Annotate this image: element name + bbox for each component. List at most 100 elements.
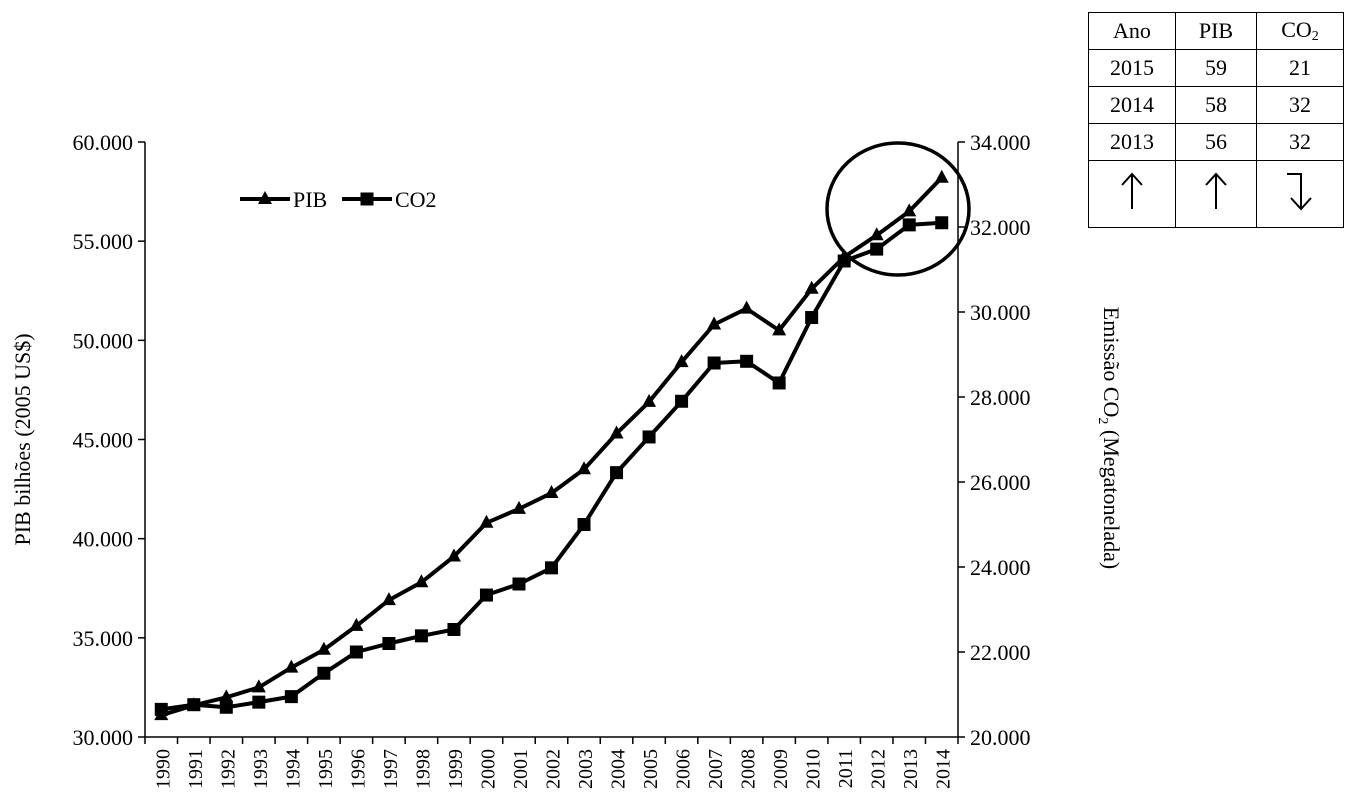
co2-point-marker xyxy=(935,216,949,230)
pib-point-marker xyxy=(381,592,396,606)
co2-point-marker xyxy=(349,645,363,659)
x-tick-label: 2014 xyxy=(933,749,955,789)
right-tick-label: 20.000 xyxy=(970,725,1031,750)
table-header-row: Ano PIB CO2 xyxy=(1088,12,1344,50)
summary-table: Ano PIB CO2 2015 59 21 2014 58 32 2013 5… xyxy=(1088,12,1344,228)
left-tick-label: 60.000 xyxy=(73,130,134,155)
right-tick-label: 24.000 xyxy=(970,555,1031,580)
cell-co2: 32 xyxy=(1256,86,1344,124)
left-tick-label: 35.000 xyxy=(73,626,134,651)
cell-pib: 59 xyxy=(1175,49,1257,87)
left-tick-label: 50.000 xyxy=(73,328,134,353)
right-tick-label: 32.000 xyxy=(970,215,1031,240)
legend-marker-pib xyxy=(258,191,272,204)
co2-point-marker xyxy=(772,376,786,390)
cell-ano: 2013 xyxy=(1088,123,1176,161)
right-axis-title: Emissão CO2 (Megatonelada) xyxy=(1095,307,1124,569)
pib-point-marker xyxy=(349,617,364,631)
left-tick-label: 45.000 xyxy=(73,428,134,453)
left-tick-label: 40.000 xyxy=(73,527,134,552)
right-tick-label: 34.000 xyxy=(970,130,1031,155)
legend-label-co2: CO2 xyxy=(395,187,437,212)
series-line-pib xyxy=(160,176,944,718)
co2-point-marker xyxy=(284,690,298,704)
co2-point-marker xyxy=(577,518,591,531)
left-tick-label: 30.000 xyxy=(73,725,134,750)
x-tick-label: 2004 xyxy=(608,749,630,789)
co2-point-marker xyxy=(805,311,819,325)
co2-point-marker xyxy=(837,254,851,268)
co2-point-marker xyxy=(870,242,884,256)
co2-point-marker xyxy=(187,698,201,712)
legend-marker-co2 xyxy=(360,192,374,206)
x-tick-label: 2011 xyxy=(835,749,857,788)
pib-point-marker xyxy=(511,500,526,514)
right-tick-label: 22.000 xyxy=(970,640,1031,665)
x-tick-label: 2010 xyxy=(803,749,825,789)
cell-co2: 32 xyxy=(1256,123,1344,161)
x-tick-label: 2001 xyxy=(510,749,532,789)
pib-point-marker xyxy=(414,574,429,588)
header-ano: Ano xyxy=(1088,12,1176,50)
x-tick-label: 1999 xyxy=(445,749,467,789)
pib-point-marker xyxy=(544,485,559,499)
chart-axes xyxy=(138,141,965,744)
x-tick-label: 2007 xyxy=(705,749,727,789)
co2-point-marker xyxy=(447,622,461,636)
table-arrow-row xyxy=(1088,160,1344,228)
pib-point-marker xyxy=(577,461,592,475)
x-tick-label: 1992 xyxy=(217,749,239,789)
x-tick-label: 2000 xyxy=(477,749,499,789)
left-axis-title: PIB bilhões (2005 US$) xyxy=(10,333,35,545)
co2-point-marker xyxy=(512,577,526,591)
pib-point-marker xyxy=(316,641,331,655)
co2-point-marker xyxy=(154,702,168,716)
co2-point-marker xyxy=(252,695,266,709)
header-pib: PIB xyxy=(1175,12,1257,50)
highlight-circle xyxy=(825,141,971,277)
pib-point-marker xyxy=(219,689,234,703)
tick-labels: 30.000 35.000 40.000 45.000 50.000 55.000 60.0… xyxy=(10,130,1124,789)
pib-point-marker xyxy=(804,280,819,294)
co2-point-marker xyxy=(675,394,689,408)
co2-point-marker xyxy=(642,430,656,444)
co2-point-marker xyxy=(219,700,233,714)
pib-point-marker xyxy=(674,354,689,368)
pib-point-marker xyxy=(707,316,722,330)
x-tick-label: 1997 xyxy=(380,749,402,789)
cell-pib: 56 xyxy=(1175,123,1257,161)
co2-point-marker xyxy=(545,561,558,575)
x-tick-label: 2008 xyxy=(738,749,760,789)
co2-point-marker xyxy=(902,218,916,232)
pib-point-marker xyxy=(772,322,787,336)
legend: PIB CO2 xyxy=(240,187,437,212)
x-tick-label: 1993 xyxy=(250,749,272,789)
co2-point-marker xyxy=(707,356,721,370)
x-tick-label: 2005 xyxy=(640,749,662,789)
x-tick-label: 1991 xyxy=(185,749,207,789)
table-row: 2015 59 21 xyxy=(1088,49,1344,87)
pib-point-marker xyxy=(609,425,624,439)
x-tick-label: 1998 xyxy=(412,749,434,789)
pib-point-marker xyxy=(479,514,494,528)
x-tick-label: 1990 xyxy=(152,749,174,789)
co2-point-marker xyxy=(414,629,428,643)
pib-point-marker xyxy=(739,300,754,314)
up-arrow-icon xyxy=(1205,172,1227,209)
x-tick-label: 1996 xyxy=(347,749,369,789)
table-row: 2013 56 32 xyxy=(1088,123,1344,161)
pib-point-marker xyxy=(902,203,917,217)
co2-point-marker xyxy=(740,354,754,368)
x-tick-label: 2009 xyxy=(770,749,792,789)
header-co2: CO2 xyxy=(1256,12,1344,50)
x-tick-label: 2003 xyxy=(575,749,597,789)
co2-point-marker xyxy=(610,466,624,480)
cell-ano: 2015 xyxy=(1088,49,1176,87)
series-markers xyxy=(154,169,949,721)
down-hook-arrow-icon xyxy=(1287,173,1312,211)
cell-co2: 21 xyxy=(1256,49,1344,87)
x-tick-label: 2012 xyxy=(868,749,890,789)
co2-point-marker xyxy=(382,637,396,650)
pib-point-marker xyxy=(284,659,299,673)
